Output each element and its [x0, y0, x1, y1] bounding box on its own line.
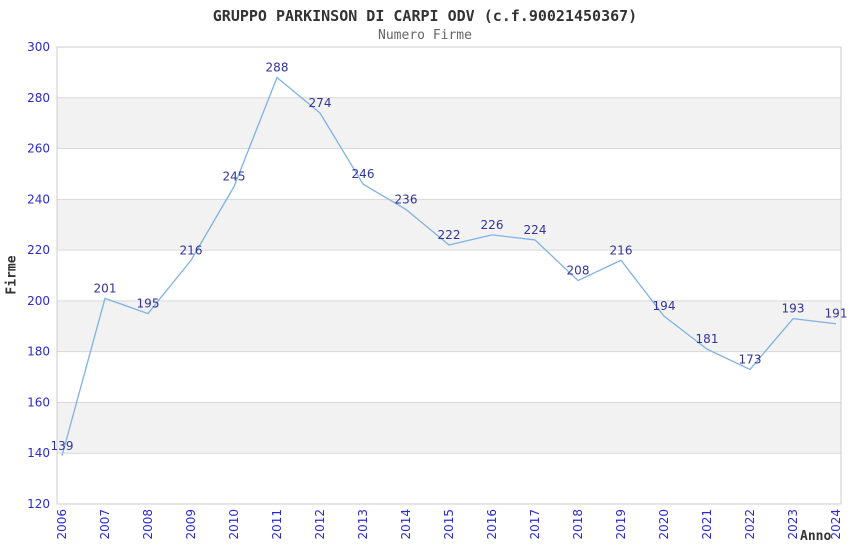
data-label: 181 — [696, 332, 719, 346]
x-tick-label: 2019 — [614, 509, 628, 540]
x-tick-label: 2021 — [700, 509, 714, 540]
y-tick-label: 120 — [27, 497, 50, 511]
data-label: 193 — [782, 302, 805, 316]
x-tick-label: 2023 — [786, 509, 800, 540]
data-label: 245 — [223, 170, 246, 184]
y-tick-label: 300 — [27, 40, 50, 54]
series-line — [61, 76, 837, 456]
x-tick-label: 2006 — [55, 509, 69, 540]
x-tick-label: 2018 — [571, 509, 585, 540]
y-tick-label: 140 — [27, 446, 50, 460]
x-tick-label: 2024 — [829, 509, 843, 540]
x-tick-label: 2013 — [356, 509, 370, 540]
y-tick-label: 220 — [27, 243, 50, 257]
y-tick-label: 240 — [27, 192, 50, 206]
data-label: 224 — [524, 223, 547, 237]
y-tick-label: 280 — [27, 91, 50, 105]
data-label: 216 — [610, 243, 633, 257]
grid-band — [57, 97, 841, 149]
data-label: 173 — [739, 352, 762, 366]
x-tick-label: 2010 — [227, 509, 241, 540]
plot-border — [56, 46, 842, 505]
data-label: 222 — [438, 228, 461, 242]
y-tick-label: 260 — [27, 142, 50, 156]
x-tick-label: 2008 — [141, 509, 155, 540]
x-tick-label: 2017 — [528, 509, 542, 540]
x-tick-label: 2016 — [485, 509, 499, 540]
grid-band — [57, 199, 841, 251]
x-tick-label: 2015 — [442, 509, 456, 540]
data-label: 191 — [825, 307, 848, 321]
x-tick-label: 2012 — [313, 509, 327, 540]
data-label: 236 — [395, 192, 418, 206]
data-label: 246 — [352, 167, 375, 181]
data-label: 195 — [137, 297, 160, 311]
data-label: 274 — [309, 96, 332, 110]
data-label: 201 — [94, 281, 117, 295]
x-tick-label: 2007 — [98, 509, 112, 540]
data-label: 226 — [481, 218, 504, 232]
y-tick-label: 160 — [27, 395, 50, 409]
y-tick-label: 200 — [27, 294, 50, 308]
data-label: 194 — [653, 299, 676, 313]
chart-subtitle: Numero Firme — [378, 28, 472, 43]
x-tick-label: 2022 — [743, 509, 757, 540]
data-label: 139 — [51, 439, 74, 453]
x-tick-label: 2020 — [657, 509, 671, 540]
data-label: 288 — [266, 60, 289, 74]
grid-band — [57, 402, 841, 454]
x-tick-label: 2009 — [184, 509, 198, 540]
x-axis-title: Anno — [800, 529, 832, 544]
y-tick-label: 180 — [27, 345, 50, 359]
data-label: 216 — [180, 243, 203, 257]
x-tick-label: 2014 — [399, 509, 413, 540]
x-tick-label: 2011 — [270, 509, 284, 540]
grid-band — [57, 300, 841, 352]
data-label: 208 — [567, 264, 590, 278]
chart-title: GRUPPO PARKINSON DI CARPI ODV (c.f.90021… — [212, 7, 638, 25]
